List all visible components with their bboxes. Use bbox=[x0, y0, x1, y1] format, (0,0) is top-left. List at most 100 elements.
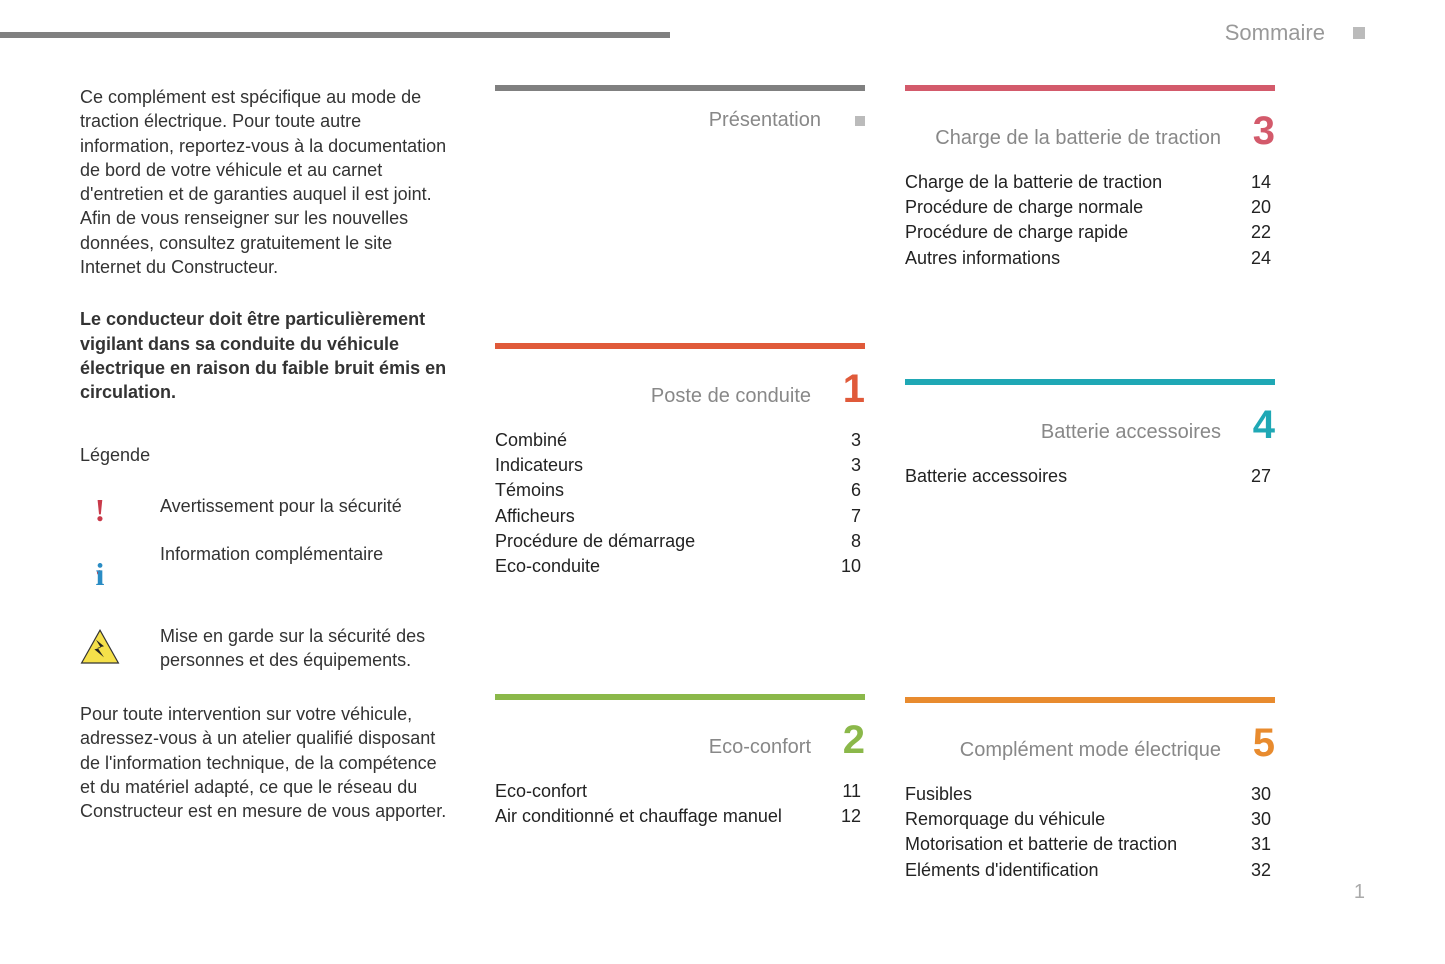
intro-column: Ce complément est spécifique au mode de … bbox=[80, 85, 455, 943]
section-title: Complément mode électrique bbox=[960, 739, 1221, 762]
toc-page: 24 bbox=[1251, 246, 1271, 271]
section-bar bbox=[495, 343, 865, 349]
toc-label: Témoins bbox=[495, 478, 564, 503]
toc-label: Procédure de démarrage bbox=[495, 529, 695, 554]
section-title: Eco-confort bbox=[709, 736, 811, 759]
spacer bbox=[495, 639, 865, 694]
toc-row: Remorquage du véhicule 30 bbox=[905, 807, 1275, 832]
toc-column-3: Charge de la batterie de traction 3 Char… bbox=[905, 85, 1275, 943]
toc-label: Motorisation et batterie de traction bbox=[905, 832, 1177, 857]
toc-page: 30 bbox=[1251, 782, 1271, 807]
toc-row: Fusibles 30 bbox=[905, 782, 1275, 807]
toc-list: Combiné 3 Indicateurs 3 Témoins 6Afficheurs7P… bbox=[495, 428, 865, 579]
toc-list: Eco-confort11Air conditionné et chauffag… bbox=[495, 779, 865, 829]
top-accent-bar bbox=[0, 32, 670, 38]
section-header: Complément mode électrique 5 bbox=[905, 721, 1275, 766]
intro-footer: Pour toute intervention sur votre véhicu… bbox=[80, 702, 455, 823]
section-number: 2 bbox=[835, 718, 865, 763]
section-bar bbox=[905, 85, 1275, 91]
section-4: Batterie accessoires 4 Batterie accessoi… bbox=[905, 379, 1275, 489]
section-header: Batterie accessoires 4 bbox=[905, 403, 1275, 448]
section-header: Eco-confort 2 bbox=[495, 718, 865, 763]
intro-warning: Le conducteur doit être particulièrement… bbox=[80, 307, 455, 404]
toc-page: 3 bbox=[851, 428, 861, 453]
toc-page: 14 bbox=[1251, 170, 1271, 195]
page-grid: Ce complément est spécifique au mode de … bbox=[80, 85, 1365, 943]
spacer bbox=[905, 549, 1275, 697]
section-bar bbox=[905, 379, 1275, 385]
toc-page: 10 bbox=[841, 554, 861, 579]
legend-text: Avertissement pour la sécurité bbox=[160, 494, 455, 518]
section-2: Eco-confort 2 Eco-confort11Air condition… bbox=[495, 694, 865, 829]
toc-page: 8 bbox=[851, 529, 861, 554]
header: Sommaire bbox=[1225, 20, 1365, 46]
toc-label: Eco-confort bbox=[495, 779, 587, 804]
section-number: 1 bbox=[835, 367, 865, 412]
toc-row: Indicateurs 3 bbox=[495, 453, 865, 478]
toc-list: Charge de la batterie de traction14Procé… bbox=[905, 170, 1275, 271]
section-title: Charge de la batterie de traction bbox=[935, 127, 1221, 150]
section-bar bbox=[905, 697, 1275, 703]
toc-row: Air conditionné et chauffage manuel 12 bbox=[495, 804, 865, 829]
toc-row: Motorisation et batterie de traction 31 bbox=[905, 832, 1275, 857]
toc-page: 11 bbox=[842, 779, 861, 804]
toc-page: 20 bbox=[1251, 195, 1271, 220]
toc-row: Procédure de démarrage 8 bbox=[495, 529, 865, 554]
section-header: Poste de conduite 1 bbox=[495, 367, 865, 412]
toc-row: Autres informations24 bbox=[905, 246, 1275, 271]
section-title: Présentation bbox=[709, 109, 821, 132]
toc-page: 6 bbox=[851, 478, 861, 503]
info-icon: .i bbox=[80, 548, 120, 612]
toc-row: Afficheurs7 bbox=[495, 504, 865, 529]
spacer bbox=[495, 208, 865, 343]
section-bar bbox=[495, 85, 865, 91]
toc-label: Combiné bbox=[495, 428, 567, 453]
toc-label: Eléments d'identification bbox=[905, 858, 1099, 883]
section-number: 3 bbox=[1245, 109, 1275, 154]
toc-row: Batterie accessoires 27 bbox=[905, 464, 1275, 489]
toc-row: Procédure de charge rapide 22 bbox=[905, 220, 1275, 245]
section-5: Complément mode électrique 5 Fusibles30R… bbox=[905, 697, 1275, 883]
legend-text: Information complémentaire bbox=[160, 542, 455, 566]
section-header: Charge de la batterie de traction 3 bbox=[905, 109, 1275, 154]
legend-text: Mise en garde sur la sécurité des person… bbox=[160, 624, 455, 673]
toc-row: Eco-confort 11 bbox=[495, 779, 865, 804]
toc-row: Charge de la batterie de traction14 bbox=[905, 170, 1275, 195]
toc-label: Procédure de charge rapide bbox=[905, 220, 1128, 245]
toc-label: Air conditionné et chauffage manuel bbox=[495, 804, 782, 829]
section-number: 5 bbox=[1245, 721, 1275, 766]
spacer bbox=[905, 331, 1275, 379]
toc-label: Afficheurs bbox=[495, 504, 575, 529]
legend-row-hazard: Mise en garde sur la sécurité des person… bbox=[80, 624, 455, 673]
toc-page: 12 bbox=[841, 804, 861, 829]
section-title: Poste de conduite bbox=[651, 385, 811, 408]
toc-label: Batterie accessoires bbox=[905, 464, 1067, 489]
toc-page: 30 bbox=[1251, 807, 1271, 832]
toc-list: Batterie accessoires 27 bbox=[905, 464, 1275, 489]
section-1: Poste de conduite 1 Combiné 3 Indicateurs 3… bbox=[495, 343, 865, 579]
toc-page: 27 bbox=[1251, 464, 1271, 489]
toc-page: 22 bbox=[1251, 220, 1271, 245]
toc-row: Procédure de charge normale 20 bbox=[905, 195, 1275, 220]
legend-row-info: .i Information complémentaire bbox=[80, 548, 455, 612]
toc-page: 31 bbox=[1251, 832, 1271, 857]
toc-row: Combiné 3 bbox=[495, 428, 865, 453]
toc-row: Témoins 6 bbox=[495, 478, 865, 503]
toc-label: Indicateurs bbox=[495, 453, 583, 478]
legend-row-warning: ! Avertissement pour la sécurité bbox=[80, 494, 455, 526]
toc-row: Eléments d'identification 32 bbox=[905, 858, 1275, 883]
toc-label: Remorquage du véhicule bbox=[905, 807, 1105, 832]
toc-page: 32 bbox=[1251, 858, 1271, 883]
toc-label: Eco-conduite bbox=[495, 554, 600, 579]
toc-label: Procédure de charge normale bbox=[905, 195, 1143, 220]
toc-row: Eco-conduite 10 bbox=[495, 554, 865, 579]
toc-page: 3 bbox=[851, 453, 861, 478]
section-3: Charge de la batterie de traction 3 Char… bbox=[905, 85, 1275, 271]
page-number: 1 bbox=[1354, 881, 1365, 904]
toc-label: Fusibles bbox=[905, 782, 972, 807]
hazard-triangle-icon bbox=[80, 624, 120, 670]
header-marker-icon bbox=[1353, 27, 1365, 39]
intro-paragraph: Ce complément est spécifique au mode de … bbox=[80, 85, 455, 279]
section-marker-icon bbox=[855, 116, 865, 126]
legend-title: Légende bbox=[80, 445, 455, 466]
